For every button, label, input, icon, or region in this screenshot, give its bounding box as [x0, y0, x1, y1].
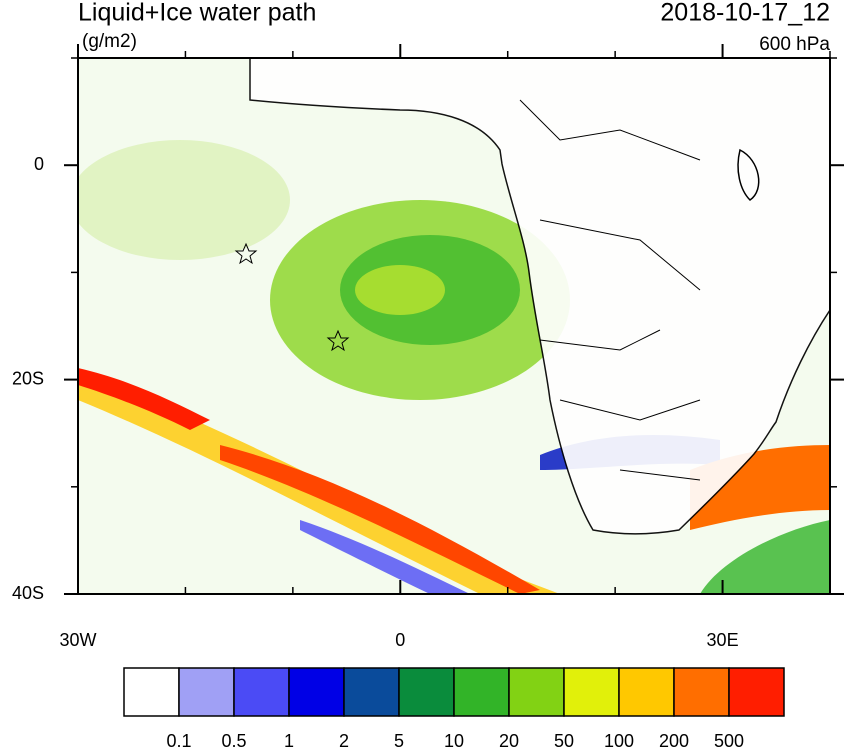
units: (g/m2): [82, 31, 137, 52]
color-box: [453, 667, 510, 717]
band-core: [78, 368, 210, 430]
time: 2018-10-17_12: [660, 0, 830, 27]
y-tick-label: 0: [34, 154, 44, 174]
color-box: [288, 667, 345, 717]
colorbar-label: 2: [339, 731, 349, 750]
colorbar-label: 500: [714, 731, 744, 750]
colorbar-label: 100: [604, 731, 634, 750]
color-box: [343, 667, 400, 717]
field: [78, 58, 830, 594]
color-box: [233, 667, 290, 717]
color-box: [618, 667, 675, 717]
colorbar-label: 0.5: [221, 731, 246, 750]
y-tick-label: 40S: [12, 583, 44, 603]
cloud-eye: [355, 265, 445, 315]
colorbar-label: 50: [554, 731, 574, 750]
colorbar: 0.1 0.5 1 2 5 10 20 50 100 200 500: [123, 667, 785, 750]
band-core: [220, 445, 540, 594]
plot-frame: [77, 57, 831, 595]
colorbar-label: 20: [499, 731, 519, 750]
colorbar-label: 0.1: [166, 731, 191, 750]
level: 600 hPa: [759, 34, 830, 55]
color-box: [398, 667, 455, 717]
color-box: [178, 667, 235, 717]
star: [326, 329, 350, 352]
star: [234, 242, 258, 265]
africa-land: [249, 58, 830, 535]
cloud-patch: [78, 140, 290, 260]
blue-band: [300, 520, 470, 594]
y-tick-label: 20S: [12, 368, 44, 388]
x-tick-label: 0: [395, 630, 405, 650]
lake: [737, 148, 760, 201]
color-box: [563, 667, 620, 717]
title: Liquid+Ice water path: [78, 0, 316, 27]
colorbar-label: 10: [444, 731, 464, 750]
colorbar-label: 1: [284, 731, 294, 750]
borders: [519, 99, 701, 481]
color-box: [728, 667, 785, 717]
color-box: [508, 667, 565, 717]
colorbar-label: 5: [394, 731, 404, 750]
color-box: [123, 667, 180, 717]
colorbar-label: 200: [659, 731, 689, 750]
x-tick-label: 30W: [59, 630, 96, 650]
axes: 30W 0 30E 0 20S 40S: [12, 44, 844, 650]
cloud-patch: [700, 520, 830, 594]
color-box: [673, 667, 730, 717]
x-tick-label: 30E: [707, 630, 739, 650]
